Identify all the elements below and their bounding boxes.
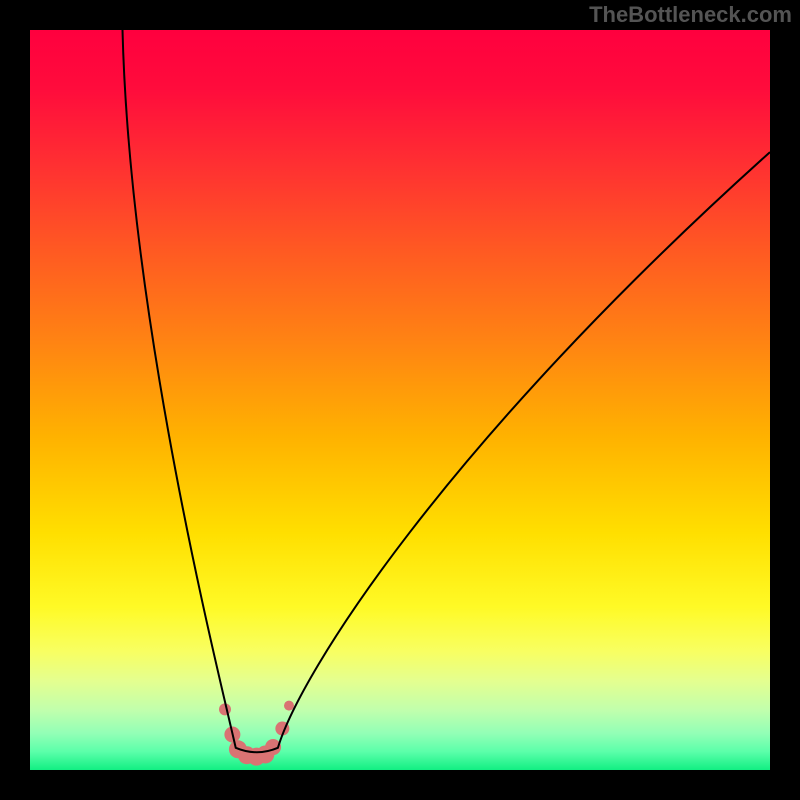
attribution-text: TheBottleneck.com <box>589 2 792 27</box>
chart-svg: TheBottleneck.com <box>0 0 800 800</box>
plot-area <box>30 30 770 770</box>
bottleneck-chart: TheBottleneck.com <box>0 0 800 800</box>
data-marker <box>284 701 294 711</box>
